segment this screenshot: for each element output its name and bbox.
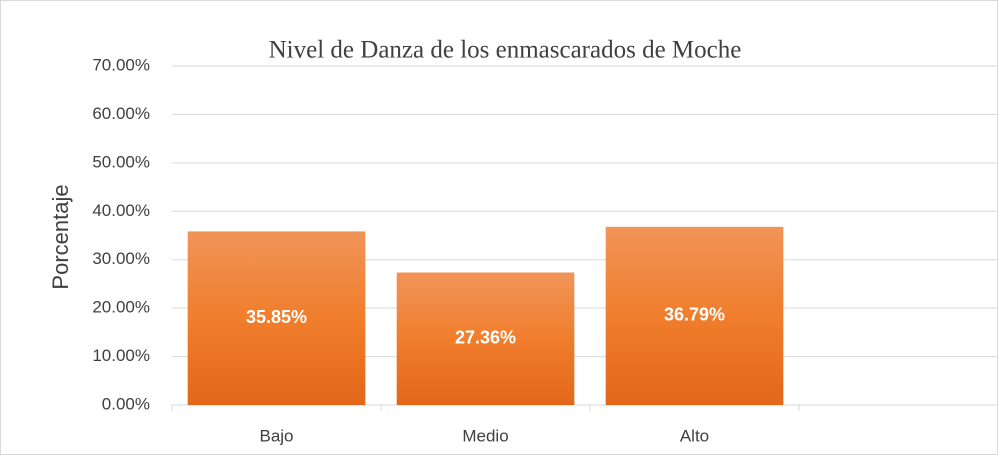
bar (396, 272, 575, 405)
y-tick-label: 50.00% (92, 152, 150, 171)
y-tick-label: 40.00% (92, 201, 150, 220)
y-tick-label: 60.00% (92, 104, 150, 123)
data-label: 36.79% (664, 305, 725, 325)
y-tick-label: 0.00% (102, 394, 150, 413)
bar (605, 226, 784, 405)
bar (187, 231, 366, 405)
data-label: 35.85% (246, 307, 307, 327)
x-tick-label: Bajo (259, 426, 293, 445)
y-tick-label: 10.00% (92, 346, 150, 365)
chart-title: Nivel de Danza de los enmascarados de Mo… (269, 37, 742, 64)
data-label: 27.36% (455, 327, 516, 347)
x-tick-label: Alto (680, 426, 709, 445)
y-tick-label: 20.00% (92, 298, 150, 317)
x-tick-label: Medio (462, 426, 508, 445)
y-tick-label: 30.00% (92, 249, 150, 268)
y-axis-label: Porcentaje (48, 184, 73, 289)
y-tick-label: 70.00% (92, 55, 150, 74)
